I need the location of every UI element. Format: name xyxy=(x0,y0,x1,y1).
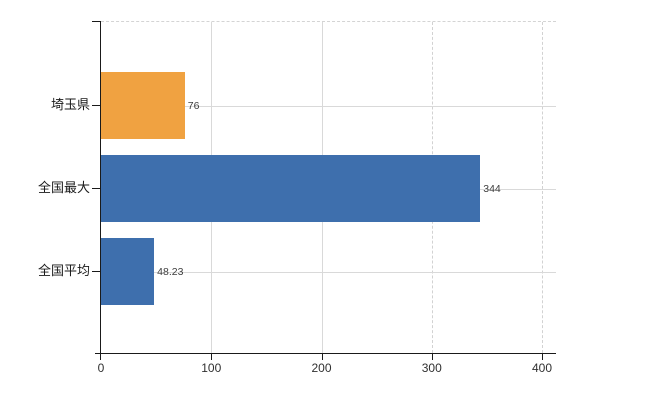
category-label-0: 埼玉県 xyxy=(50,96,90,112)
plot-area: 76 344 48.23 xyxy=(101,21,556,353)
x-tick-400 xyxy=(542,354,543,360)
x-tick-label-300: 300 xyxy=(421,361,442,375)
x-tick-label-200: 200 xyxy=(311,361,332,375)
category-label-2: 全国平均 xyxy=(37,262,90,278)
x-axis-line xyxy=(95,353,556,354)
bar-0 xyxy=(101,72,185,139)
bar-value-label-1: 344 xyxy=(483,182,501,195)
x-tick-300 xyxy=(431,354,433,360)
category-label-1: 全国最大 xyxy=(37,179,90,195)
bar-value-label-2: 48.23 xyxy=(157,265,184,278)
y-tick-0 xyxy=(92,104,100,106)
x-tick-200 xyxy=(321,354,323,360)
x-tick-label-100: 100 xyxy=(201,361,222,375)
y-tick-1 xyxy=(92,187,100,189)
y-tick-2 xyxy=(92,270,100,272)
x-gridline-400 xyxy=(542,22,543,353)
y-axis-line xyxy=(100,21,101,360)
x-tick-label-400: 400 xyxy=(531,361,553,375)
y-axis-top-tick xyxy=(92,21,100,22)
y-gridline-2 xyxy=(101,271,556,273)
bar-2 xyxy=(101,238,155,305)
bar-value-label-0: 76 xyxy=(187,99,200,112)
y-gridline-0 xyxy=(101,105,556,107)
bar-1 xyxy=(101,155,481,222)
x-tick-100 xyxy=(211,354,213,360)
x-tick-label-0: 0 xyxy=(97,361,105,375)
